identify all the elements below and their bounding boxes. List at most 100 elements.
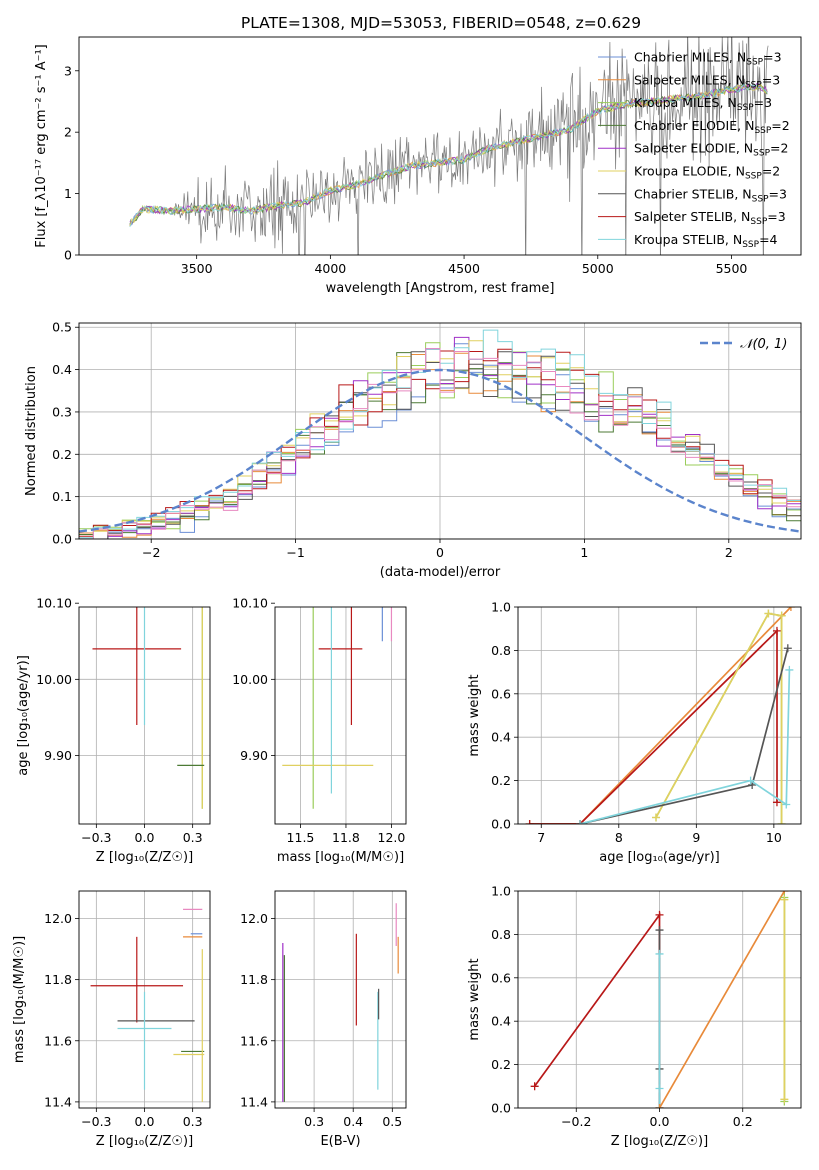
weight-point-marker <box>655 1084 664 1093</box>
ebv-mass-x-tick-label: 0.3 <box>304 1114 324 1129</box>
weight-point-marker <box>530 1082 539 1091</box>
weight-point-marker <box>772 626 781 635</box>
weight-point-marker <box>777 611 786 620</box>
age-weight-x-tick-label: 10 <box>766 830 782 845</box>
residuals-y-tick-label: 0.3 <box>52 404 72 419</box>
ebv-mass-plot-area <box>275 891 406 1108</box>
mass-age-x-tick-label: 11.5 <box>287 830 315 845</box>
legend-entry-label: Kroupa ELODIE, NSSP=2 <box>634 164 780 182</box>
age-weight-x-axis-label: age [log₁₀(age/yr)] <box>599 850 720 865</box>
weight-line <box>658 891 786 1108</box>
model-spectrum-line <box>129 83 768 228</box>
z-mass-y-tick-label: 11.4 <box>44 1094 72 1109</box>
z-age-x-axis-label: Z [log₁₀(Z/Z☉)] <box>96 850 193 865</box>
z-weight-panel: −0.2 0.0 0.2 0.0 0.2 0.4 0.6 0.8 1.0 Z [log₁₀(Z/Z… <box>467 884 802 1149</box>
mass-age-frame <box>274 606 407 825</box>
spectrum-x-tick-label: 5500 <box>716 261 748 276</box>
z-weight-y-tick-label: 0.4 <box>491 1014 511 1029</box>
legend-entry-label: Salpeter MILES, NSSP=3 <box>634 72 780 90</box>
weight-point-marker <box>746 776 755 785</box>
spectrum-x-axis-label: wavelength [Angstrom, rest frame] <box>326 281 555 296</box>
age-weight-x-tick-label: 9 <box>692 830 700 845</box>
z-age-y-axis-label: age [log₁₀(age/yr)] <box>16 655 31 776</box>
z-mass-plot-area <box>79 891 210 1108</box>
weight-point-marker <box>780 895 789 904</box>
spectrum-y-tick-label: 0 <box>64 248 72 263</box>
mass-age-x-tick-label: 12.0 <box>378 830 406 845</box>
ebv-mass-x-tick-label: 0.4 <box>343 1114 363 1129</box>
residuals-y-tick-label: 0.2 <box>52 447 72 462</box>
z-weight-x-tick-label: 0.2 <box>733 1114 753 1129</box>
legend-entry-label: Salpeter ELODIE, NSSP=2 <box>634 141 788 159</box>
weight-point-marker <box>777 820 786 824</box>
spectrum-y-tick-label: 3 <box>64 63 72 78</box>
z-weight-y-tick-label: 0.2 <box>491 1057 511 1072</box>
mass-age-x-axis-label: mass [log₁₀(M/M☉)] <box>277 850 404 865</box>
z-weight-y-tick-label: 1.0 <box>491 884 511 899</box>
ebv-mass-x-axis-label: E(B-V) <box>320 1134 360 1149</box>
legend-entry-label: Kroupa MILES, NSSP=3 <box>634 95 772 113</box>
ebv-mass-y-tick-label: 12.0 <box>240 911 268 926</box>
weight-point-marker <box>652 813 661 822</box>
age-weight-plot-area <box>518 607 801 824</box>
weight-point-marker <box>655 926 664 935</box>
z-mass-frame <box>78 890 211 1109</box>
figure-title: PLATE=1308, MJD=53053, FIBERID=0548, z=0… <box>241 14 641 32</box>
spectrum-x-tick-label: 4000 <box>314 261 346 276</box>
z-age-panel: −0.3 0.0 0.3 9.90 10.00 10.10 Z [log₁₀(Z/Z☉)] a… <box>16 596 211 865</box>
weight-point-marker <box>525 820 534 824</box>
residuals-panel: −2 −1 0 1 2 0.0 0.1 0.2 0.3 0.4 0.5 (data-model)/er… <box>24 320 802 580</box>
age-weight-x-tick-label: 8 <box>615 830 623 845</box>
legend-entry-label: Kroupa STELIB, NSSP=4 <box>634 232 778 250</box>
z-weight-x-axis-label: Z [log₁₀(Z/Z☉)] <box>611 1134 708 1149</box>
z-weight-x-tick-label: 0.0 <box>650 1114 670 1129</box>
z-mass-y-axis-label: mass [log₁₀(M/M☉)] <box>12 936 27 1063</box>
legend-entry-label: Salpeter STELIB, NSSP=3 <box>634 209 786 227</box>
age-weight-y-tick-label: 0.8 <box>491 643 511 658</box>
z-weight-y-tick-label: 0.8 <box>491 927 511 942</box>
residuals-y-tick-label: 0.5 <box>52 320 72 335</box>
spectrum-x-tick-label: 5000 <box>582 261 614 276</box>
z-mass-x-axis-label: Z [log₁₀(Z/Z☉)] <box>96 1134 193 1149</box>
ebv-mass-y-tick-label: 11.4 <box>240 1094 268 1109</box>
age-weight-y-tick-label: 1.0 <box>491 600 511 615</box>
residuals-plot-area <box>79 323 801 539</box>
model-spectrum-line <box>129 83 768 227</box>
mass-age-y-tick-label: 9.90 <box>240 748 268 763</box>
residuals-x-tick-label: 2 <box>725 545 733 560</box>
residuals-x-tick-label: −1 <box>286 545 304 560</box>
age-weight-x-tick-label: 7 <box>537 830 545 845</box>
weight-point-marker <box>786 607 795 611</box>
age-weight-y-tick-label: 0.4 <box>491 730 511 745</box>
weight-line <box>529 628 778 824</box>
spectrum-y-tick-label: 1 <box>64 186 72 201</box>
spectrum-frame <box>78 36 802 256</box>
residuals-y-axis-label: Normed distribution <box>24 366 39 496</box>
z-weight-plot-area <box>518 891 801 1108</box>
z-weight-x-tick-label: −0.2 <box>561 1114 591 1129</box>
mass-age-y-tick-label: 10.00 <box>232 672 268 687</box>
z-mass-x-tick-label: 0.3 <box>183 1114 203 1129</box>
residuals-y-tick-label: 0.4 <box>52 362 72 377</box>
weight-point-marker <box>785 665 794 674</box>
age-weight-y-tick-label: 0.0 <box>491 817 511 832</box>
weight-point-marker <box>576 820 585 824</box>
age-weight-frame <box>517 606 802 825</box>
z-weight-y-tick-label: 0.6 <box>491 970 511 985</box>
weight-point-marker <box>780 1095 789 1104</box>
z-mass-x-tick-label: −0.3 <box>81 1114 111 1129</box>
residuals-x-tick-label: 0 <box>436 545 444 560</box>
age-weight-y-tick-label: 0.6 <box>491 686 511 701</box>
residuals-frame <box>78 322 802 540</box>
spectrum-y-axis-label: Flux [f_λ10⁻¹⁷ erg cm⁻² s⁻¹ A⁻¹] <box>34 44 49 248</box>
legend-entry-label: Chabrier STELIB, NSSP=3 <box>634 186 787 204</box>
residuals-y-tick-label: 0.1 <box>52 489 72 504</box>
z-age-frame <box>78 606 211 825</box>
z-age-y-tick-label: 10.10 <box>36 596 72 611</box>
z-weight-frame <box>517 890 802 1109</box>
weight-point-marker <box>782 800 791 809</box>
weight-line <box>533 912 661 1108</box>
legend-entry-label: Chabrier MILES, NSSP=3 <box>634 50 782 68</box>
z-age-y-tick-label: 9.90 <box>44 748 72 763</box>
